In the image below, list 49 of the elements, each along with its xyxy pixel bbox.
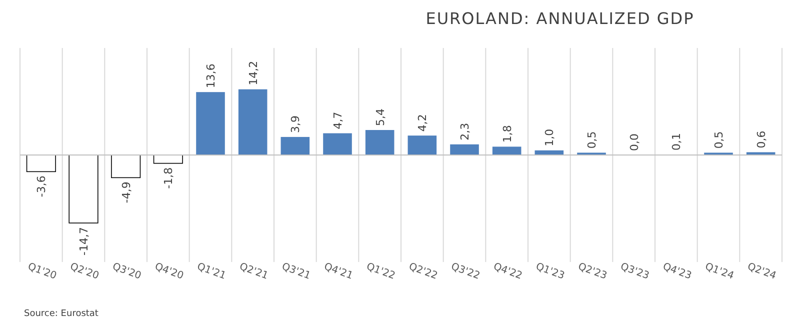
bar xyxy=(492,146,522,155)
x-tick-label: Q4'21 xyxy=(322,261,354,282)
data-label: -3,6 xyxy=(35,176,48,198)
x-tick-label: Q3'23 xyxy=(618,261,651,282)
x-tick-label: Q1'21 xyxy=(196,261,228,282)
x-tick-label: Q2'21 xyxy=(238,261,270,282)
data-label: -1,8 xyxy=(162,167,176,189)
x-tick-label: Q4'20 xyxy=(153,261,185,282)
bar xyxy=(408,136,437,155)
x-tick-label: Q2'23 xyxy=(576,261,608,282)
bar xyxy=(111,154,141,178)
bar xyxy=(450,144,479,155)
data-label: 0,1 xyxy=(670,133,684,151)
bar xyxy=(365,130,394,155)
data-label: 3,9 xyxy=(289,115,302,133)
x-tick-label: Q4'22 xyxy=(492,261,524,282)
x-tick-label: Q4'23 xyxy=(661,261,693,282)
data-label: 2,3 xyxy=(458,122,472,140)
data-label: 4,7 xyxy=(332,112,344,130)
data-label: 0,5 xyxy=(712,131,726,149)
data-label: 14,2 xyxy=(246,60,260,86)
bar xyxy=(26,154,56,172)
data-label: -4,9 xyxy=(120,182,133,204)
bar xyxy=(68,154,98,224)
data-label: -14,7 xyxy=(78,227,90,256)
x-tick-label: Q1'22 xyxy=(364,261,397,282)
chart-title: EUROLAND: ANNUALIZED GDP xyxy=(426,9,694,28)
x-tick-label: Q3'20 xyxy=(110,261,143,282)
x-tick-label: Q1'20 xyxy=(26,261,58,282)
x-tick-label: Q2'24 xyxy=(746,261,778,282)
data-label: 0,6 xyxy=(754,130,768,148)
data-label: 1,0 xyxy=(543,128,556,146)
x-tick-label: Q2'22 xyxy=(407,261,439,282)
bar xyxy=(238,89,268,155)
x-tick-label: Q1'23 xyxy=(534,261,566,282)
source-note: Source: Eurostat xyxy=(24,309,99,319)
data-label: 13,6 xyxy=(204,64,218,88)
data-label: 5,4 xyxy=(374,108,387,126)
bar xyxy=(280,136,310,155)
x-tick-label: Q3'21 xyxy=(280,261,312,282)
bar xyxy=(323,133,352,155)
data-label: 4,2 xyxy=(416,114,430,132)
x-tick-label: Q1'24 xyxy=(704,261,736,282)
data-label: 1,8 xyxy=(500,125,514,143)
bar xyxy=(196,92,225,155)
x-tick-label: Q3'22 xyxy=(450,261,482,282)
data-label: 0,0 xyxy=(628,134,641,151)
data-label: 0,5 xyxy=(586,131,598,149)
x-tick-label: Q2'20 xyxy=(68,261,100,282)
